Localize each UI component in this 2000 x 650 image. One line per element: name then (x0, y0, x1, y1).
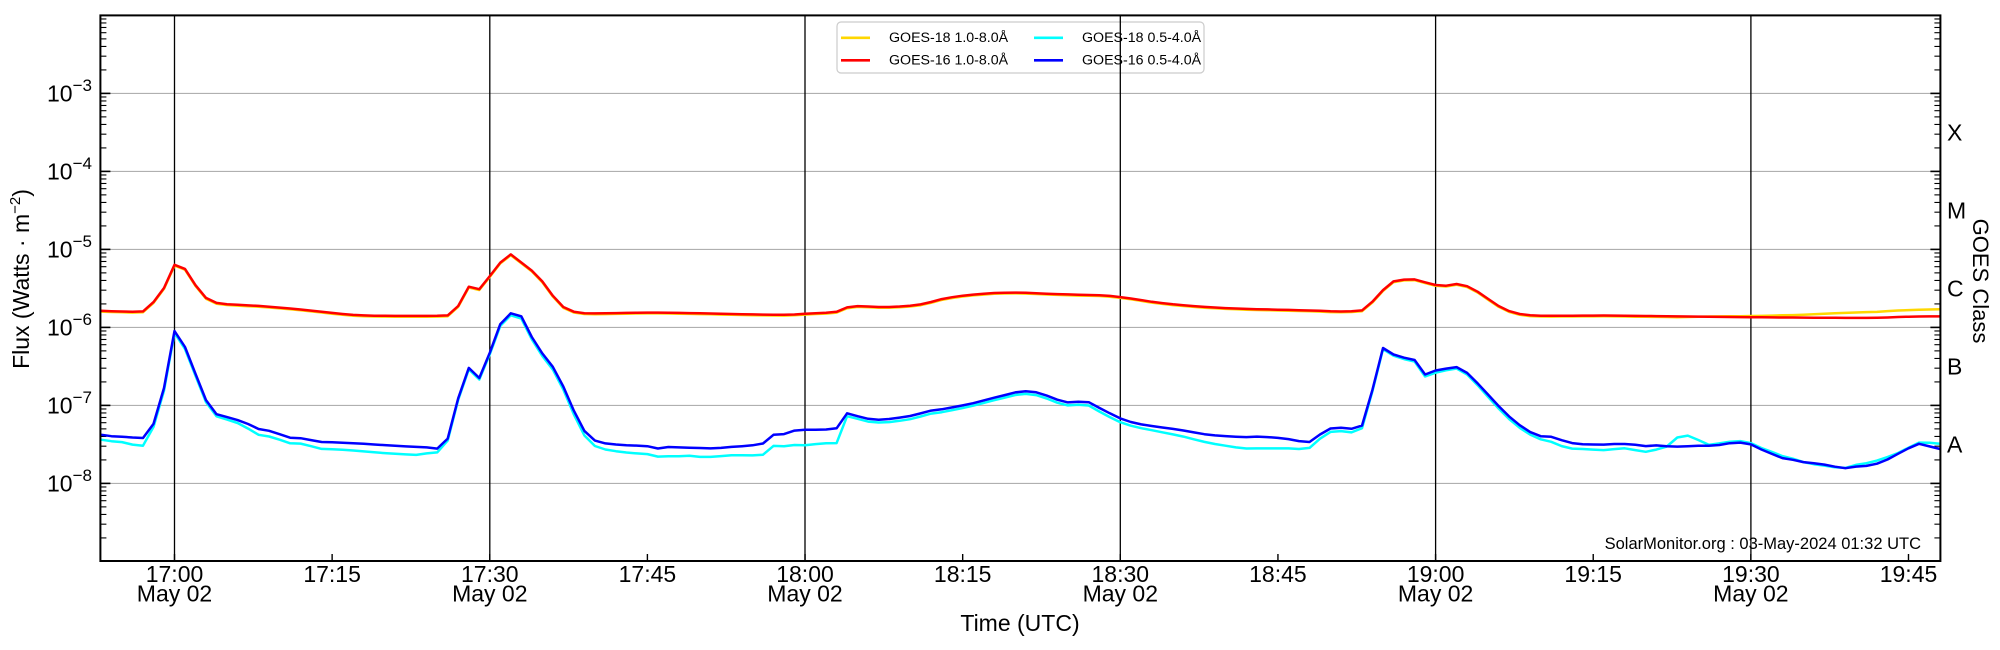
svg-text:SolarMonitor.org : 03-May-2024: SolarMonitor.org : 03-May-2024 01:32 UTC (1605, 535, 1921, 553)
svg-text:May 02: May 02 (1083, 581, 1158, 607)
svg-text:17:15: 17:15 (303, 561, 361, 587)
svg-text:10−5: 10−5 (47, 232, 92, 262)
svg-text:18:30: 18:30 (1092, 561, 1150, 587)
svg-text:May 02: May 02 (137, 581, 212, 607)
svg-text:May 02: May 02 (767, 581, 842, 607)
svg-text:19:45: 19:45 (1880, 561, 1938, 587)
svg-text:A: A (1947, 431, 1963, 457)
svg-text:19:15: 19:15 (1564, 561, 1622, 587)
svg-text:19:00: 19:00 (1407, 561, 1465, 587)
svg-text:Time (UTC): Time (UTC) (960, 610, 1079, 636)
svg-text:19:30: 19:30 (1722, 561, 1780, 587)
svg-text:X: X (1947, 119, 1962, 145)
svg-text:17:45: 17:45 (619, 561, 677, 587)
svg-text:B: B (1947, 353, 1962, 379)
svg-text:May 02: May 02 (1713, 581, 1788, 607)
svg-text:M: M (1947, 197, 1966, 223)
svg-text:May 02: May 02 (1398, 581, 1473, 607)
svg-text:18:45: 18:45 (1249, 561, 1307, 587)
svg-text:GOES-18 0.5-4.0Å: GOES-18 0.5-4.0Å (1082, 29, 1202, 46)
svg-text:Flux (Watts · m−2): Flux (Watts · m−2) (7, 189, 34, 369)
svg-text:GOES-16 1.0-8.0Å: GOES-16 1.0-8.0Å (889, 52, 1009, 69)
svg-text:17:30: 17:30 (461, 561, 519, 587)
svg-text:18:15: 18:15 (934, 561, 992, 587)
svg-text:C: C (1947, 275, 1964, 301)
svg-text:GOES-16 0.5-4.0Å: GOES-16 0.5-4.0Å (1082, 52, 1202, 69)
svg-text:17:00: 17:00 (146, 561, 204, 587)
svg-text:18:00: 18:00 (776, 561, 834, 587)
svg-text:May 02: May 02 (452, 581, 527, 607)
svg-text:GOES Class: GOES Class (1968, 219, 1993, 344)
svg-text:GOES-18 1.0-8.0Å: GOES-18 1.0-8.0Å (889, 29, 1009, 46)
